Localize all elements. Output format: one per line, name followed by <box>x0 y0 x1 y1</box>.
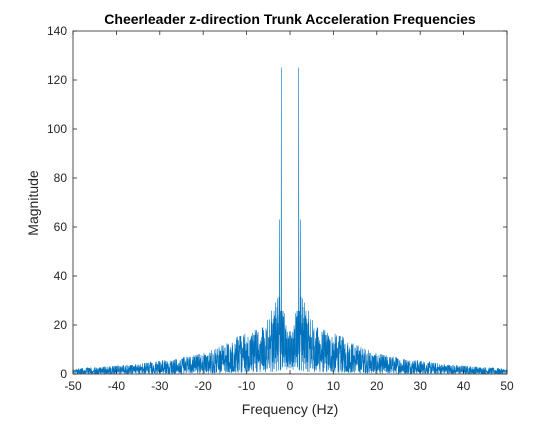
axes: -50 -40 -30 -20 -10 0 10 20 30 40 50 0 20 40 60 80 100 12… <box>47 24 514 393</box>
y-tick-label: 100 <box>47 122 67 136</box>
x-tick-label: -20 <box>195 379 213 393</box>
x-tick-label: -30 <box>151 379 169 393</box>
y-tick-label: 120 <box>47 73 67 87</box>
y-tick-label: 60 <box>54 220 68 234</box>
x-tick-label: 0 <box>287 379 294 393</box>
x-tick-label: -50 <box>64 379 82 393</box>
x-axis-label: Frequency (Hz) <box>242 401 338 417</box>
y-tick-label: 40 <box>54 269 68 283</box>
y-tick-label: 20 <box>54 318 68 332</box>
plot-area <box>72 67 508 375</box>
x-tick-label: 20 <box>370 379 384 393</box>
y-tick-label: 80 <box>54 171 68 185</box>
x-tick-label: 30 <box>414 379 428 393</box>
y-tick-label: 140 <box>47 24 67 38</box>
x-tick-label: 40 <box>457 379 471 393</box>
y-tick-label: 0 <box>60 367 67 381</box>
x-tick-label: 10 <box>327 379 341 393</box>
x-tick-label: 50 <box>500 379 514 393</box>
chart-title: Cheerleader z-direction Trunk Accelerati… <box>104 11 476 27</box>
y-axis-label: Magnitude <box>25 170 41 236</box>
x-tick-label: -40 <box>108 379 126 393</box>
x-tick-label: -10 <box>238 379 256 393</box>
series-line <box>72 67 508 375</box>
